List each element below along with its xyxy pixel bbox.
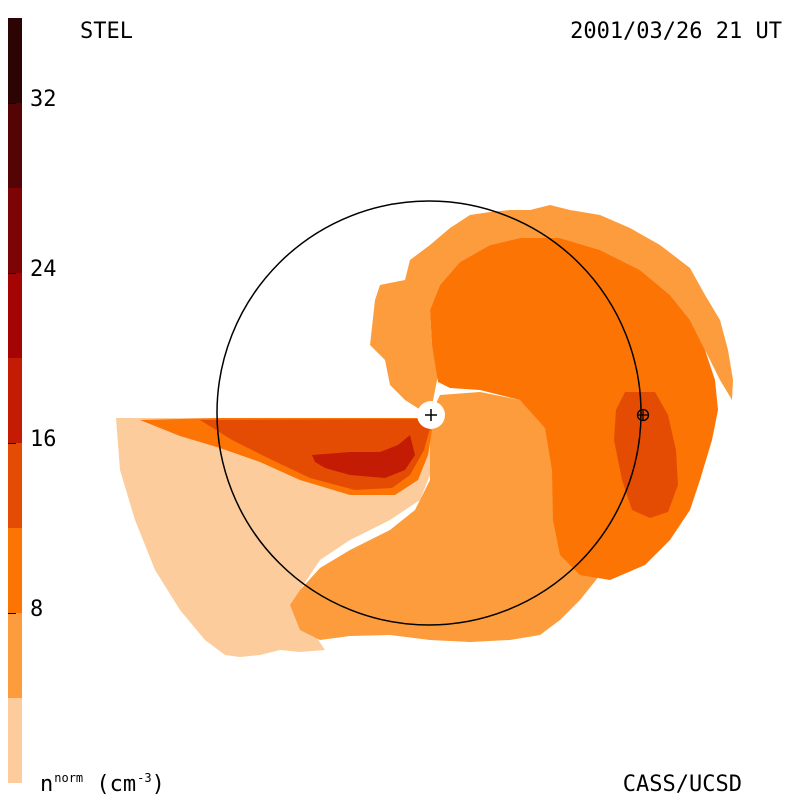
colorbar [8, 18, 22, 783]
unit-label: (cm-3) [96, 771, 165, 797]
quantity-base: n [40, 772, 54, 797]
colorbar-tick-label: 8 [30, 597, 44, 622]
sun-plus-icon [417, 401, 445, 429]
colorbar-segment [8, 358, 22, 443]
colorbar-tick [8, 103, 16, 104]
unit-prefix: (cm [96, 772, 137, 797]
colorbar-tick [8, 273, 16, 274]
earth-orbit-circle [216, 200, 642, 626]
colorbar-tick-label: 24 [30, 257, 57, 282]
quantity-label: nnorm (cm-3) [40, 771, 165, 797]
colorbar-segment [8, 613, 22, 698]
colorbar-segment [8, 188, 22, 273]
colorbar-segment [8, 18, 22, 103]
density-region-light-orange [290, 392, 600, 642]
unit-suffix: ) [151, 772, 165, 797]
colorbar-segment [8, 103, 22, 188]
colorbar-tick-label: 16 [30, 427, 57, 452]
colorbar-tick [8, 443, 16, 444]
density-region-dark-orange-earth [614, 392, 678, 518]
colorbar-segment [8, 443, 22, 528]
quantity-superscript: norm [54, 771, 84, 785]
instrument-label: STEL [80, 19, 133, 44]
datetime-label: 2001/03/26 21 UT [570, 19, 782, 44]
colorbar-segment [8, 698, 22, 783]
density-region-light-orange-north [370, 205, 733, 416]
colorbar-segment [8, 273, 22, 358]
credit-label: CASS/UCSD [622, 772, 742, 797]
earth-circle-plus-icon [636, 408, 650, 422]
colorbar-segment [8, 528, 22, 613]
unit-exponent: -3 [137, 771, 152, 785]
density-region-red-core [312, 435, 415, 478]
white-streak [116, 410, 427, 418]
colorbar-tick [8, 613, 16, 614]
colorbar-tick-label: 32 [30, 87, 57, 112]
